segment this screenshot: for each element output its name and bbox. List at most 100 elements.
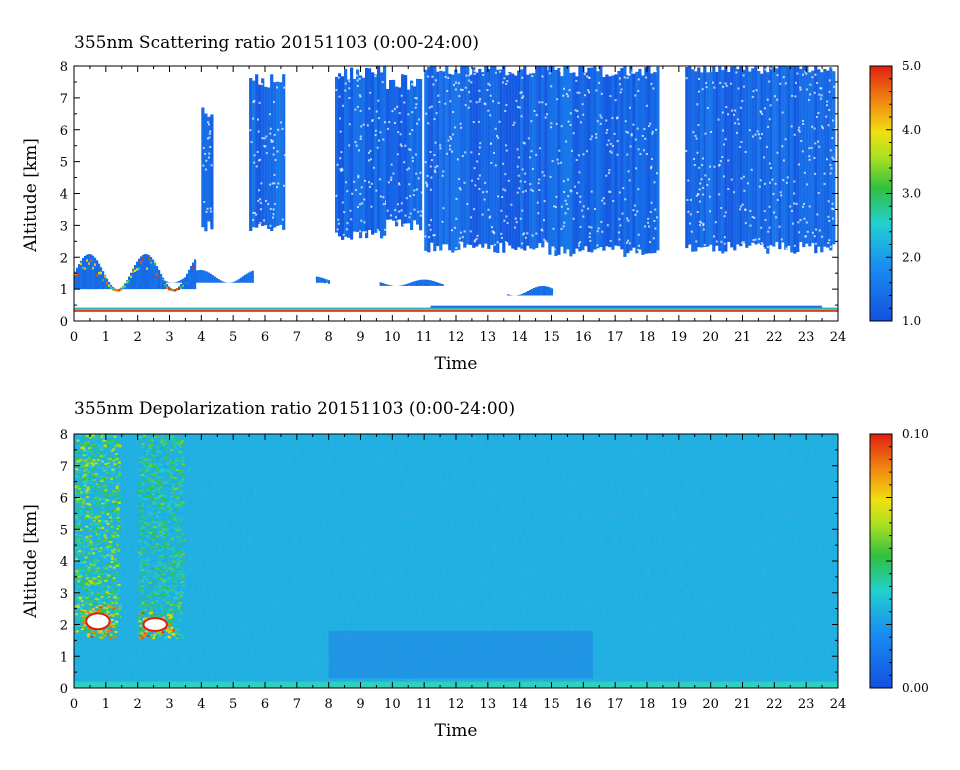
x-tick-label: 20 bbox=[702, 330, 719, 345]
x-tick-label: 15 bbox=[543, 330, 560, 345]
x-tick-label: 19 bbox=[671, 330, 688, 345]
x-tick-label: 5 bbox=[229, 330, 237, 345]
x-tick-label: 24 bbox=[830, 697, 847, 712]
cloud-layer bbox=[685, 66, 837, 254]
x-tick-label: 4 bbox=[197, 330, 205, 345]
colorbar-tick-label: 0.00 bbox=[902, 681, 929, 695]
x-tick-label: 6 bbox=[261, 697, 269, 712]
aerosol-layer bbox=[379, 279, 444, 286]
y-tick-label: 3 bbox=[60, 587, 68, 602]
y-axis-label: Altitude [km] bbox=[21, 504, 41, 619]
y-tick-label: 6 bbox=[60, 492, 68, 507]
x-tick-label: 18 bbox=[639, 697, 656, 712]
colorbar-tick-label: 4.0 bbox=[902, 123, 921, 137]
x-tick-label: 16 bbox=[575, 697, 592, 712]
plot-area: 0 1 2 3 4 5 6 7 8 9 10 11 12 13 14 15 16 17 18 19 20 21 22 23 24… bbox=[60, 428, 847, 712]
colorbar-tick-label: 5.0 bbox=[902, 59, 921, 73]
y-axis-label: Altitude [km] bbox=[21, 138, 41, 253]
x-tick-label: 14 bbox=[511, 330, 528, 345]
aerosol-layer bbox=[506, 286, 554, 296]
y-tick-label: 4 bbox=[60, 555, 68, 570]
x-tick-label: 17 bbox=[607, 697, 624, 712]
ground-layer bbox=[430, 305, 823, 308]
plot-body bbox=[74, 434, 838, 688]
y-tick-label: 5 bbox=[60, 156, 68, 171]
y-tick-label: 0 bbox=[60, 315, 68, 330]
x-tick-label: 24 bbox=[830, 330, 847, 345]
x-tick-label: 19 bbox=[671, 697, 688, 712]
cloud-layer bbox=[335, 66, 388, 240]
aerosol-layer bbox=[137, 270, 254, 283]
x-tick-label: 7 bbox=[293, 330, 301, 345]
x-tick-label: 15 bbox=[543, 697, 560, 712]
x-tick-label: 2 bbox=[134, 330, 142, 345]
cloud-layer bbox=[424, 66, 551, 253]
x-tick-label: 9 bbox=[356, 697, 364, 712]
y-tick-label: 1 bbox=[60, 650, 68, 665]
x-tick-label: 23 bbox=[798, 697, 815, 712]
x-tick-label: 1 bbox=[102, 697, 110, 712]
x-tick-label: 21 bbox=[734, 697, 751, 712]
x-tick-label: 21 bbox=[734, 330, 751, 345]
y-tick-label: 4 bbox=[60, 188, 68, 203]
low-depol-region bbox=[328, 630, 593, 679]
x-axis-label: Time bbox=[435, 721, 478, 741]
cloud-layer bbox=[548, 66, 660, 257]
high-depol-region bbox=[80, 605, 118, 640]
x-tick-label: 8 bbox=[325, 697, 333, 712]
y-tick-label: 0 bbox=[60, 682, 68, 697]
x-tick-label: 3 bbox=[165, 697, 173, 712]
x-tick-label: 2 bbox=[134, 697, 142, 712]
x-tick-label: 12 bbox=[448, 697, 465, 712]
x-tick-label: 10 bbox=[384, 697, 401, 712]
ground-layer bbox=[74, 309, 838, 312]
x-tick-label: 17 bbox=[607, 330, 624, 345]
x-tick-label: 16 bbox=[575, 330, 592, 345]
x-tick-label: 0 bbox=[70, 330, 78, 345]
x-tick-label: 12 bbox=[448, 330, 465, 345]
chart-title: 355nm Scattering ratio 20151103 (0:00-24… bbox=[74, 33, 479, 53]
x-tick-label: 1 bbox=[102, 330, 110, 345]
cloud-layer bbox=[386, 74, 423, 231]
high-depol-region bbox=[138, 611, 176, 639]
y-tick-label: 7 bbox=[60, 92, 68, 107]
colorbar: 1.0 2.0 3.0 4.0 5.0 bbox=[869, 59, 921, 328]
y-tick-label: 2 bbox=[60, 619, 68, 634]
ground-layer bbox=[74, 307, 838, 310]
x-tick-label: 7 bbox=[293, 697, 301, 712]
y-tick-label: 2 bbox=[60, 251, 68, 266]
x-tick-label: 5 bbox=[229, 697, 237, 712]
colorbar-tick-label: 1.0 bbox=[902, 314, 921, 328]
aerosol-layer bbox=[315, 276, 331, 284]
colorbar-tick-label: 2.0 bbox=[902, 250, 921, 264]
chart-title: 355nm Depolarization ratio 20151103 (0:0… bbox=[74, 399, 515, 419]
x-tick-label: 18 bbox=[639, 330, 656, 345]
cloud-layer bbox=[249, 74, 286, 231]
x-tick-label: 10 bbox=[384, 330, 401, 345]
colorbar-tick-label: 0.10 bbox=[902, 427, 929, 441]
y-tick-label: 5 bbox=[60, 523, 68, 538]
x-tick-label: 20 bbox=[702, 697, 719, 712]
scattering-ratio-panel: 355nm Scattering ratio 20151103 (0:00-24… bbox=[21, 33, 921, 374]
y-tick-label: 1 bbox=[60, 283, 68, 298]
x-tick-label: 14 bbox=[511, 697, 528, 712]
y-tick-label: 8 bbox=[60, 428, 68, 443]
y-tick-label: 6 bbox=[60, 124, 68, 139]
x-tick-label: 11 bbox=[416, 330, 433, 345]
x-tick-label: 9 bbox=[356, 330, 364, 345]
x-tick-label: 3 bbox=[165, 330, 173, 345]
y-tick-label: 8 bbox=[60, 60, 68, 75]
cloud-layer bbox=[201, 107, 214, 232]
colorbar: 0.00 0.10 bbox=[869, 427, 929, 695]
colorbar-tick-label: 3.0 bbox=[902, 187, 921, 201]
x-tick-label: 22 bbox=[766, 330, 783, 345]
x-tick-label: 8 bbox=[325, 330, 333, 345]
y-tick-label: 3 bbox=[60, 219, 68, 234]
x-tick-label: 23 bbox=[798, 330, 815, 345]
x-tick-label: 0 bbox=[70, 697, 78, 712]
y-tick-label: 7 bbox=[60, 460, 68, 475]
plot-area: 0 1 2 3 4 5 6 7 8 9 10 11 12 13 14 15 16 17 18 19 20 21 22 23 24… bbox=[60, 60, 847, 345]
x-axis-label: Time bbox=[435, 354, 478, 374]
plot-body bbox=[74, 66, 838, 321]
